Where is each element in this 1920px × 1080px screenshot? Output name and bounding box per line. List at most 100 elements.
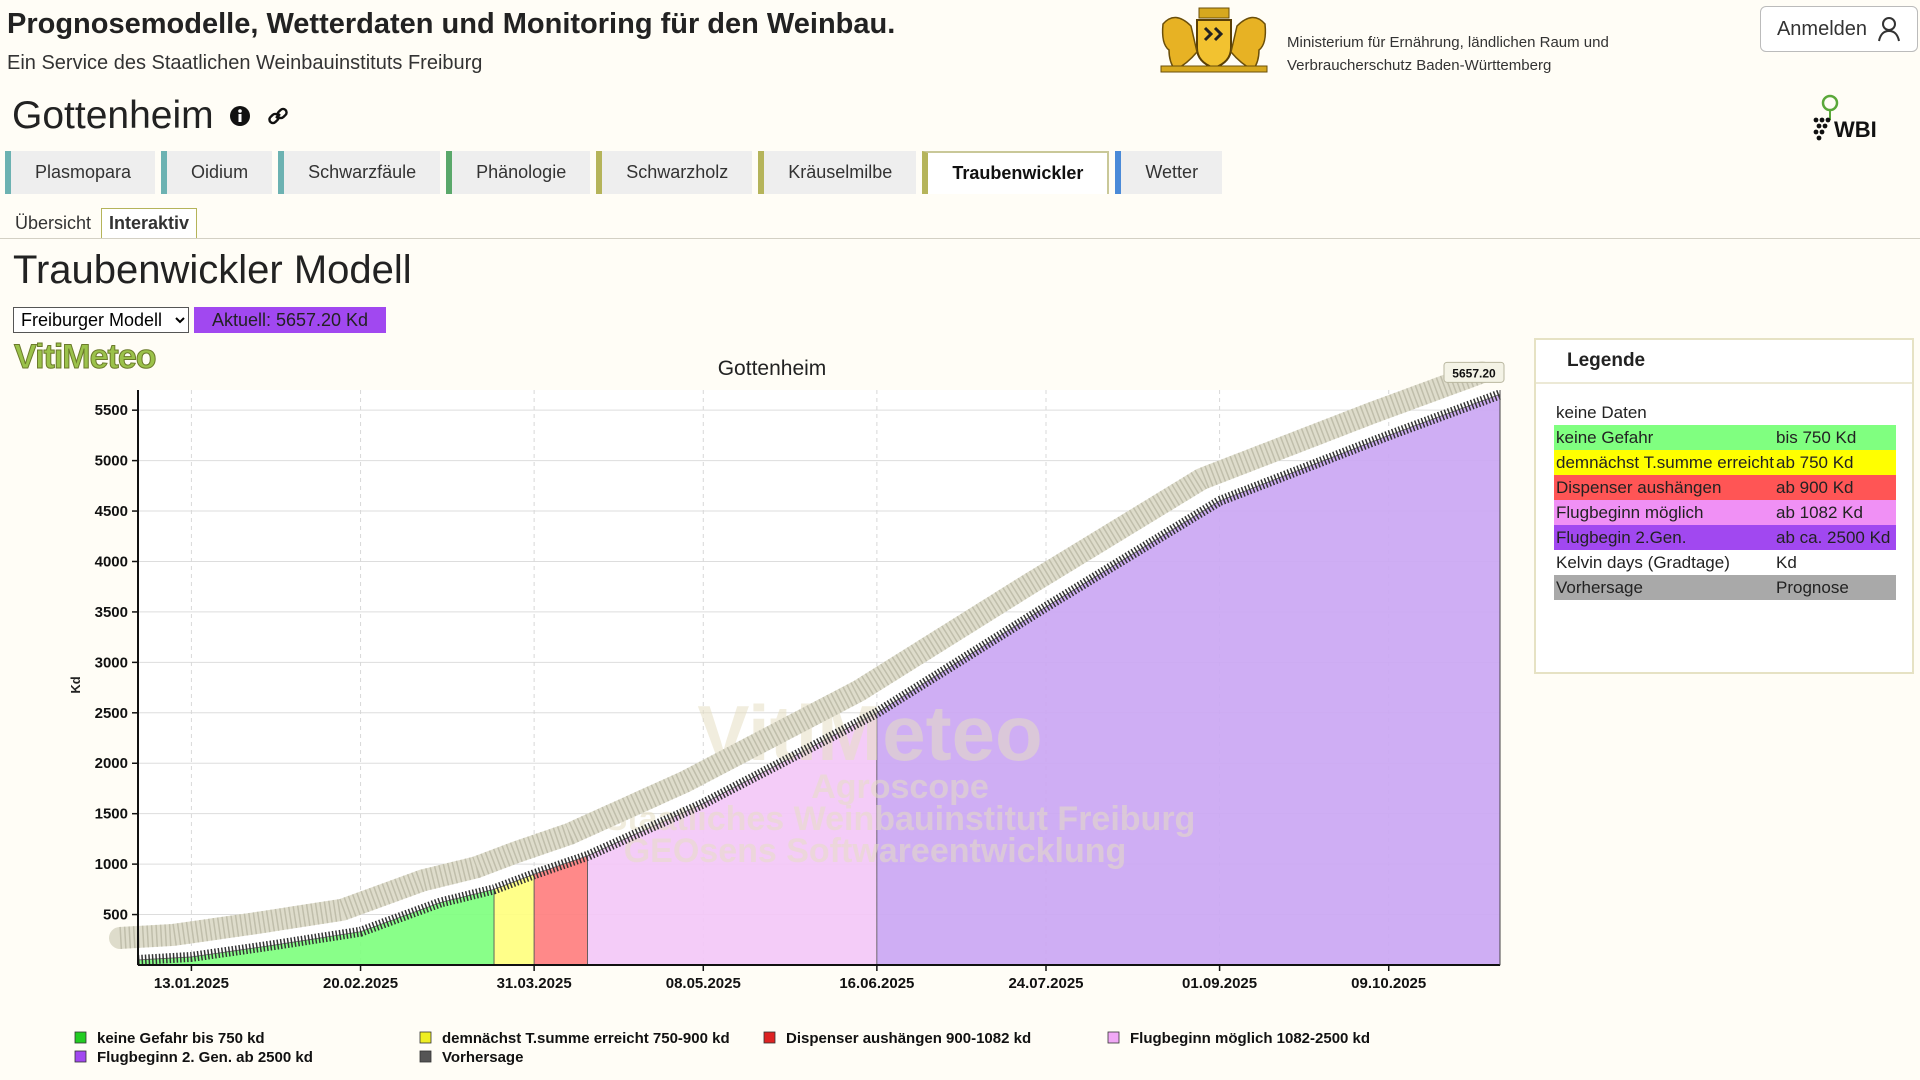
page-title: Traubenwickler Modell bbox=[13, 248, 412, 292]
legend-row: Vorhersage Prognose bbox=[1554, 575, 1896, 600]
legend-row: Flugbeginn möglich ab 1082 Kd bbox=[1554, 500, 1896, 525]
x-tick-label: 20.02.2025 bbox=[323, 975, 398, 992]
site-header: Prognosemodelle, Wetterdaten und Monitor… bbox=[0, 0, 1920, 85]
legend-row-value: Kd bbox=[1776, 553, 1797, 572]
model-tabs: Plasmopara Oidium Schwarzfäule Phänologie Sc… bbox=[5, 151, 1223, 194]
subtab-interaktiv[interactable]: Interaktiv bbox=[101, 208, 198, 238]
x-tick-label: 16.06.2025 bbox=[839, 975, 914, 992]
y-tick-label: 5000 bbox=[95, 453, 128, 470]
watermark-text: Staatliches Weinbauinstitut Freiburg bbox=[605, 800, 1196, 838]
location-header: Gottenheim bbox=[12, 94, 290, 138]
y-tick-label: 2500 bbox=[95, 705, 128, 722]
y-tick-label: 1500 bbox=[95, 806, 128, 823]
x-tick-label: 13.01.2025 bbox=[154, 975, 229, 992]
ministry-name: Ministerium für Ernährung, ländlichen Ra… bbox=[1287, 31, 1609, 77]
bottom-legend-label: Vorhersage bbox=[442, 1049, 523, 1066]
wbi-text: WBI bbox=[1834, 117, 1877, 142]
legend-row-value: bis 750 Kd bbox=[1776, 428, 1857, 447]
view-subtabs: Übersicht Interaktiv bbox=[8, 208, 198, 238]
legend-row-label: Kelvin days (Gradtage) bbox=[1556, 553, 1730, 572]
site-title: Prognosemodelle, Wetterdaten und Monitor… bbox=[7, 8, 896, 40]
legend-title: Legende bbox=[1536, 340, 1912, 384]
y-tick-label: 1000 bbox=[95, 856, 128, 873]
tab-plasmopara[interactable]: Plasmopara bbox=[5, 151, 156, 194]
legend-row-label: demnächst T.summe erreicht bbox=[1556, 453, 1774, 472]
legend-row: Dispenser aushängen ab 900 Kd bbox=[1554, 475, 1896, 500]
x-tick-label: 01.09.2025 bbox=[1182, 975, 1257, 992]
site-subtitle: Ein Service des Staatlichen Weinbauinsti… bbox=[7, 52, 483, 74]
y-tick-label: 4000 bbox=[95, 553, 128, 570]
chart-title: Gottenheim bbox=[718, 357, 827, 380]
legend-row-value: ab ca. 2500 Kd bbox=[1776, 528, 1891, 547]
y-tick-label: 5500 bbox=[95, 402, 128, 419]
tab-kräuselmilbe[interactable]: Kräuselmilbe bbox=[758, 151, 917, 194]
value-line bbox=[137, 389, 1502, 965]
legend-panel: Legende keine Daten keine Gefahr bis 750 K… bbox=[1534, 338, 1914, 674]
legend-row: demnächst T.summe erreicht ab 750 Kd bbox=[1554, 450, 1896, 475]
legend-row-value: ab 750 Kd bbox=[1776, 453, 1854, 472]
legend-row: Flugbegin 2.Gen. ab ca. 2500 Kd bbox=[1554, 525, 1896, 550]
bottom-legend-label: demnächst T.summe erreicht 750-900 kd bbox=[442, 1030, 730, 1047]
bottom-legend-label: Dispenser aushängen 900-1082 kd bbox=[786, 1030, 1031, 1047]
current-value-badge: Aktuell: 5657.20 Kd bbox=[194, 307, 386, 333]
value-band-ticks bbox=[119, 361, 1486, 949]
bottom-legend-swatch bbox=[74, 1031, 87, 1044]
y-tick-label: 4500 bbox=[95, 503, 128, 520]
watermark-text: Agroscope bbox=[811, 768, 989, 806]
legend-row-value: ab 900 Kd bbox=[1776, 478, 1854, 497]
tab-schwarzfäule[interactable]: Schwarzfäule bbox=[278, 151, 441, 194]
zone-area bbox=[533, 855, 588, 966]
legend-row-label: keine Daten bbox=[1556, 403, 1647, 422]
bottom-legend-label: Flugbeginn möglich 1082-2500 kd bbox=[1130, 1030, 1370, 1047]
y-axis-label: Kd bbox=[68, 676, 83, 693]
bottom-legend-swatch bbox=[763, 1031, 776, 1044]
user-icon bbox=[1878, 17, 1901, 42]
y-tick-label: 500 bbox=[103, 907, 128, 924]
tab-traubenwickler[interactable]: Traubenwickler bbox=[922, 151, 1110, 194]
bottom-legend-label: keine Gefahr bis 750 kd bbox=[97, 1030, 265, 1047]
bottom-legend-swatch bbox=[419, 1031, 432, 1044]
x-tick-label: 09.10.2025 bbox=[1351, 975, 1426, 992]
location-title: Gottenheim bbox=[12, 94, 214, 137]
zone-area bbox=[493, 873, 535, 966]
legend-rows: keine Daten keine Gefahr bis 750 Kd demnäch… bbox=[1554, 400, 1896, 600]
y-tick-label: 2000 bbox=[95, 755, 128, 772]
ministry-line-2: Verbraucherschutz Baden-Württemberg bbox=[1287, 57, 1552, 74]
bottom-legend-swatch bbox=[1107, 1031, 1120, 1044]
login-button[interactable]: Anmelden bbox=[1760, 6, 1918, 52]
x-tick-label: 08.05.2025 bbox=[666, 975, 741, 992]
tab-phänologie[interactable]: Phänologie bbox=[446, 151, 591, 194]
tab-oidium[interactable]: Oidium bbox=[161, 151, 273, 194]
watermark-text: VitiMeteo bbox=[697, 689, 1042, 777]
legend-row-label: Flugbeginn möglich bbox=[1556, 503, 1704, 522]
x-tick-label: 24.07.2025 bbox=[1008, 975, 1083, 992]
vitimeteo-logo: VitiMeteo bbox=[14, 338, 158, 377]
legend-row-value: ab 1082 Kd bbox=[1776, 503, 1863, 522]
link-icon[interactable] bbox=[266, 104, 290, 128]
bottom-legend-swatch bbox=[74, 1050, 87, 1063]
login-label: Anmelden bbox=[1776, 17, 1868, 40]
tab-wetter[interactable]: Wetter bbox=[1115, 151, 1223, 194]
legend-row: keine Gefahr bis 750 Kd bbox=[1554, 425, 1896, 450]
info-icon[interactable] bbox=[228, 104, 252, 128]
legend-row-label: Dispenser aushängen bbox=[1556, 478, 1722, 497]
legend-row-label: keine Gefahr bbox=[1556, 428, 1654, 447]
y-tick-label: 3500 bbox=[95, 604, 128, 621]
y-tick-label: 3000 bbox=[95, 654, 128, 671]
legend-row-value: Prognose bbox=[1776, 578, 1849, 597]
legend-row-label: Flugbegin 2.Gen. bbox=[1556, 528, 1687, 547]
last-value-box bbox=[1443, 361, 1505, 383]
subtab-übersicht[interactable]: Übersicht bbox=[15, 212, 92, 233]
wbi-logo: WBI bbox=[1813, 94, 1877, 142]
legend-row: Kelvin days (Gradtage) Kd bbox=[1554, 550, 1896, 575]
bottom-legend-swatch bbox=[419, 1050, 432, 1063]
x-tick-label: 31.03.2025 bbox=[497, 975, 572, 992]
legend-row-value bbox=[1776, 400, 1896, 425]
last-value-label: 5657.20 bbox=[1452, 366, 1496, 380]
tab-schwarzholz[interactable]: Schwarzholz bbox=[596, 151, 753, 194]
bottom-legend-label: Flugbeginn 2. Gen. ab 2500 kd bbox=[97, 1049, 313, 1066]
state-crest-logo bbox=[1160, 7, 1268, 73]
legend-row: keine Daten bbox=[1554, 400, 1896, 425]
model-select[interactable]: Freiburger Modell bbox=[13, 307, 189, 333]
